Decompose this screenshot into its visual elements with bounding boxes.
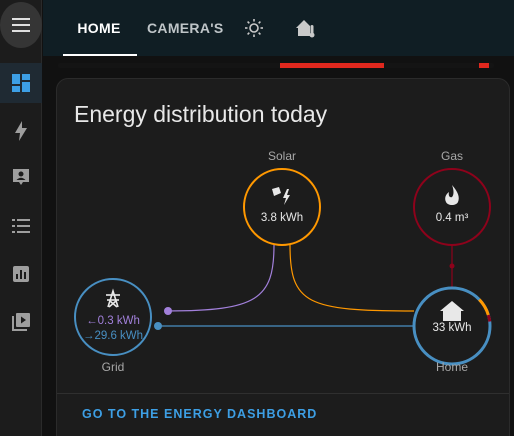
energy-distribution-card: Energy distribution today — [56, 78, 510, 436]
home-gas-segment — [486, 314, 492, 322]
account-box-icon — [13, 169, 29, 185]
sidebar-item-logbook[interactable] — [0, 206, 42, 246]
top-app-bar: HOME CAMERA'S — [43, 0, 514, 56]
list-icon — [12, 219, 30, 233]
home-solar-segment — [478, 298, 490, 316]
flow-solar-grid — [166, 244, 275, 312]
sidebar-item-history[interactable] — [0, 254, 42, 294]
solar-power-icon — [272, 187, 290, 205]
transmission-tower-icon — [106, 288, 120, 308]
home-value: 33 kWh — [432, 322, 472, 334]
tab-weather[interactable] — [239, 0, 269, 56]
media-play-icon — [12, 313, 30, 331]
home-label: Home — [435, 360, 468, 374]
tab-home[interactable]: HOME — [63, 0, 137, 56]
lightning-icon — [15, 121, 27, 141]
grid-return-value: ←0.3 kWh — [86, 315, 140, 327]
sidebar-item-media[interactable] — [0, 302, 42, 342]
flow-solar-home — [289, 244, 415, 312]
grid-label: Grid — [101, 360, 125, 374]
menu-button[interactable] — [0, 2, 42, 48]
flow-dot-gas — [449, 263, 455, 269]
weather-sunny-icon — [245, 19, 263, 37]
flow-dot-return — [164, 307, 172, 315]
home-thermometer-icon — [296, 20, 315, 38]
gas-value: 0.4 m³ — [435, 212, 469, 224]
energy-dashboard-link[interactable]: GO TO THE ENERGY DASHBOARD — [82, 407, 318, 421]
grid-consumption-text: 29.6 kWh — [94, 330, 144, 342]
gas-label: Gas — [440, 149, 463, 163]
solar-node[interactable] — [243, 168, 321, 246]
menu-icon — [12, 18, 30, 32]
status-strip — [58, 63, 494, 68]
home-icon — [440, 301, 464, 321]
grid-return-text: 0.3 kWh — [97, 315, 140, 327]
sidebar-item-energy[interactable] — [0, 111, 42, 151]
grid-node[interactable] — [74, 278, 152, 356]
chart-icon — [13, 266, 29, 282]
tab-cameras-label: CAMERA'S — [147, 20, 224, 36]
grid-consumption-value: →29.6 kWh — [82, 330, 144, 342]
sidebar-item-map[interactable] — [0, 157, 42, 197]
card-footer — [57, 393, 509, 394]
sidebar — [0, 0, 42, 436]
solar-label: Solar — [267, 149, 296, 163]
sidebar-item-overview[interactable] — [0, 63, 42, 103]
gas-node[interactable] — [413, 168, 491, 246]
home-node[interactable] — [412, 286, 492, 366]
card-title: Energy distribution today — [74, 101, 328, 127]
solar-value: 3.8 kWh — [260, 212, 304, 224]
flow-dot-consumption — [154, 322, 162, 330]
dashboard-icon — [12, 74, 30, 92]
fire-icon — [445, 185, 459, 205]
tab-cameras[interactable]: CAMERA'S — [147, 0, 224, 56]
tab-climate[interactable] — [290, 0, 320, 56]
tab-home-label: HOME — [77, 20, 121, 36]
energy-flow-diagram — [74, 168, 492, 366]
